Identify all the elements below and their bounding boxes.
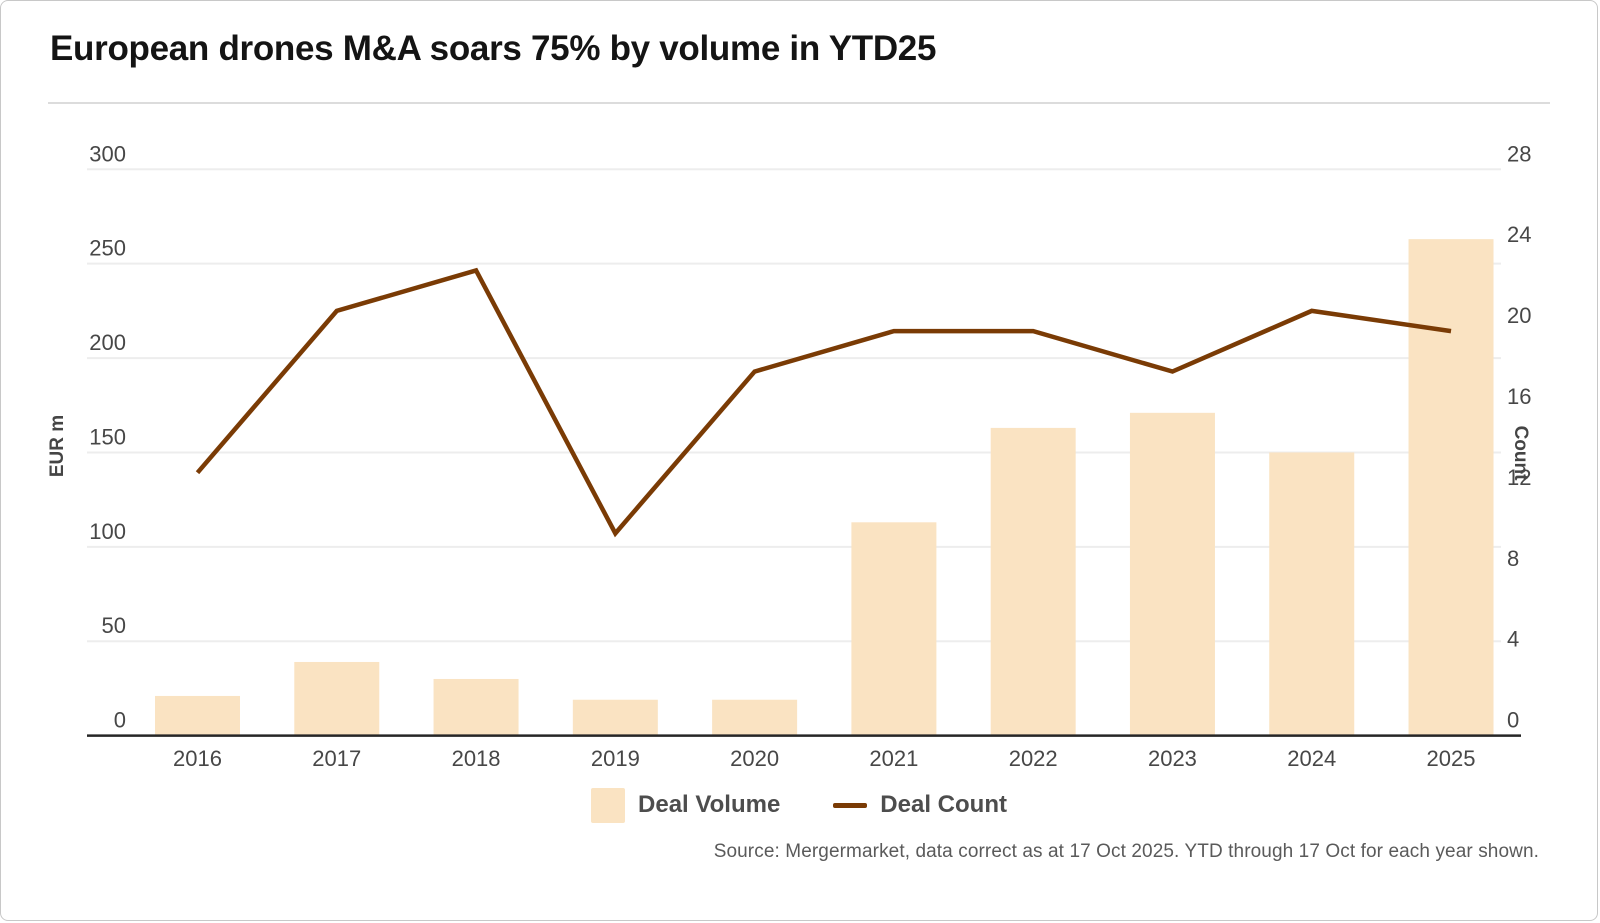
svg-text:100: 100 (89, 519, 126, 544)
source-note: Source: Mergermarket, data correct as at… (713, 841, 1539, 862)
y-axis-title-left: EUR m (47, 414, 68, 478)
bar-2024 (1269, 452, 1355, 736)
svg-text:0: 0 (114, 708, 126, 733)
deal-volume-bars (155, 239, 1494, 736)
svg-text:28: 28 (1507, 141, 1531, 166)
chart-title: European drones M&A soars 75% by volume … (50, 29, 937, 68)
bar-2016 (155, 695, 240, 736)
svg-text:8: 8 (1507, 546, 1519, 571)
x-label-2019: 2019 (591, 746, 640, 771)
svg-text:24: 24 (1507, 222, 1531, 247)
x-label-2024: 2024 (1287, 746, 1336, 771)
x-label-2017: 2017 (312, 746, 361, 771)
deal-count-label: Deal Count (880, 791, 1007, 818)
svg-text:50: 50 (102, 613, 126, 638)
x-label-2021: 2021 (869, 746, 918, 771)
bar-2023 (1129, 412, 1215, 736)
svg-text:300: 300 (89, 141, 126, 166)
x-label-2022: 2022 (1009, 746, 1058, 771)
bar-2025 (1408, 239, 1494, 736)
bar-2018 (433, 678, 519, 736)
svg-text:200: 200 (89, 330, 126, 355)
y-axis-title-right: Count (1510, 425, 1531, 481)
svg-text:20: 20 (1507, 303, 1531, 328)
svg-text:16: 16 (1507, 384, 1531, 409)
legend-item-deal-volume: Deal Volume (591, 787, 781, 823)
deal-count-line (195, 267, 1452, 538)
bar-2020 (712, 699, 798, 736)
x-label-2020: 2020 (730, 746, 779, 771)
gridlines (87, 168, 1501, 643)
svg-text:4: 4 (1507, 627, 1519, 652)
svg-text:0: 0 (1507, 708, 1519, 733)
legend-item-deal-count: Deal Count (833, 791, 1007, 819)
bar-2021 (851, 522, 937, 736)
x-label-2018: 2018 (452, 746, 501, 771)
x-label-2023: 2023 (1148, 746, 1197, 771)
x-label-2025: 2025 (1427, 746, 1476, 771)
bar-2017 (294, 661, 380, 736)
title-divider (48, 102, 1550, 104)
bar-2022 (990, 427, 1076, 736)
svg-text:150: 150 (89, 424, 126, 449)
deal-count-line-icon (833, 802, 868, 808)
deal-volume-label: Deal Volume (638, 791, 781, 818)
bar-2019 (572, 699, 658, 736)
x-label-2016: 2016 (173, 746, 222, 771)
y-axis-labels-right: 0 4 8 12 16 20 24 28 (1507, 141, 1531, 732)
y-axis-labels-left: 0 50 100 150 200 250 300 (89, 141, 126, 732)
x-axis-labels: 2016 2017 2018 2019 2020 2021 2022 2023 2024 2025 (173, 746, 1475, 771)
svg-text:12: 12 (1507, 465, 1531, 490)
deal-volume-swatch-icon (591, 787, 626, 823)
svg-text:250: 250 (89, 236, 126, 261)
legend: Deal Volume Deal Count (1, 782, 1597, 828)
